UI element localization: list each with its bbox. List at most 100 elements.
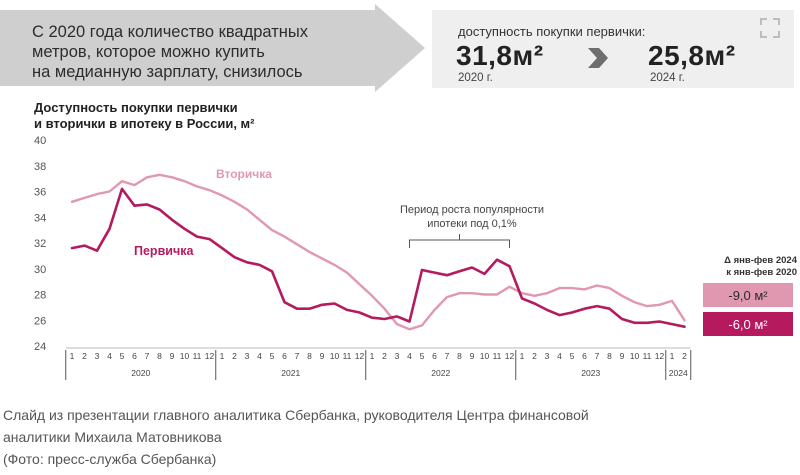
x-tick-label-month: 11 <box>193 351 202 361</box>
slide-image: С 2020 года количество квадратных метров… <box>0 4 798 380</box>
banner-line-3: на медианную зарплату, снизилось <box>32 63 303 81</box>
delta-box-primary <box>703 312 793 336</box>
x-tick-label-month: 2 <box>82 351 87 361</box>
x-tick-label-month: 3 <box>545 351 550 361</box>
x-axis: 1 2 3 4 5 6 7 8 9 10 11 12 1 2 3 4 5 6 7 8 9 10 11 12 1 2 3 4 5 6 7 8 9 1… <box>65 347 692 380</box>
x-tick-label-month: 8 <box>157 351 162 361</box>
stat-year-2024: 2024 г. <box>650 72 685 84</box>
x-tick-label-month: 10 <box>480 351 490 361</box>
x-tick-label-month: 5 <box>120 351 125 361</box>
caption-line-2: аналитики Михаила Матовникова <box>3 429 222 445</box>
x-tick-label-month: 9 <box>470 351 475 361</box>
banner-headline: С 2020 года количество квадратных метров… <box>32 22 402 82</box>
x-tick-label-year: 2024 <box>669 368 688 378</box>
x-tick-label-month: 3 <box>395 351 400 361</box>
caption-line-1: Слайд из презентации главного аналитика … <box>3 407 589 423</box>
y-tick-label: 30 <box>34 264 46 276</box>
y-tick-label: 38 <box>34 161 46 173</box>
x-tick-label-month: 10 <box>180 351 190 361</box>
x-tick-label-month: 2 <box>232 351 237 361</box>
delta-box-secondary <box>703 283 793 307</box>
y-tick-label: 28 <box>34 290 46 302</box>
y-tick-label: 36 <box>34 187 46 199</box>
delta-value-primary: -6,0 м² <box>728 317 768 332</box>
photo-caption: Слайд из презентации главного аналитика … <box>3 404 793 470</box>
x-tick-label-month: 9 <box>170 351 175 361</box>
delta-value-secondary: -9,0 м² <box>728 288 768 303</box>
series-label-secondary: Вторичка <box>216 167 272 181</box>
x-tick-label-month: 12 <box>355 351 365 361</box>
y-axis: 24 26 28 30 32 34 36 38 40 <box>34 135 46 353</box>
series-labels: Вторичка Первичка <box>134 167 272 258</box>
x-tick-label-month: 10 <box>330 351 340 361</box>
x-tick-label-month: 5 <box>270 351 275 361</box>
x-tick-label-month: 3 <box>245 351 250 361</box>
delta-legend: Δ янв-фев 2024 к янв-фев 2020 -9,0 м² -6… <box>703 255 798 336</box>
chart-title-line-2: и вторички в ипотеку в России, м² <box>34 116 255 131</box>
x-tick-label-month: 6 <box>132 351 137 361</box>
x-tick-label-month: 4 <box>557 351 562 361</box>
x-tick-label-month: 8 <box>307 351 312 361</box>
x-tick-label-month: 4 <box>407 351 412 361</box>
x-tick-label-month: 12 <box>505 351 515 361</box>
chevron-right-icon <box>588 48 608 68</box>
x-tick-label-year: 2022 <box>431 368 450 378</box>
x-tick-label-month: 5 <box>420 351 425 361</box>
x-tick-label-month: 4 <box>257 351 262 361</box>
x-tick-label-month: 6 <box>282 351 287 361</box>
x-tick-label-month: 1 <box>70 351 75 361</box>
x-tick-label-month: 6 <box>582 351 587 361</box>
stat-year-2020: 2020 г. <box>458 72 493 84</box>
series-line-primary <box>70 187 686 328</box>
series-line-secondary <box>70 173 686 331</box>
x-tick-label-month: 8 <box>607 351 612 361</box>
x-tick-label-month: 1 <box>520 351 525 361</box>
annotation-bracket <box>409 234 510 248</box>
x-tick-label-month: 10 <box>630 351 640 361</box>
x-tick-label-month: 9 <box>620 351 625 361</box>
x-tick-label-month: 11 <box>493 351 502 361</box>
y-tick-label: 26 <box>34 315 46 327</box>
x-tick-label-month: 1 <box>670 351 675 361</box>
y-tick-label: 34 <box>34 212 46 224</box>
x-tick-label-month: 11 <box>343 351 352 361</box>
x-tick-label-month: 1 <box>370 351 375 361</box>
annotation-mortgage-period: Период роста популярности ипотеки под 0,… <box>400 204 544 248</box>
x-tick-label-month: 8 <box>457 351 462 361</box>
banner-arrow-shape <box>0 4 425 92</box>
x-tick-label-month: 2 <box>682 351 687 361</box>
stat-caption: доступность покупки первички: <box>458 24 646 39</box>
delta-header-2: к янв-фев 2020 <box>726 267 797 278</box>
x-tick-label-month: 2 <box>382 351 387 361</box>
y-tick-label: 40 <box>34 135 46 147</box>
x-tick-label-month: 12 <box>205 351 215 361</box>
y-tick-label: 32 <box>34 238 46 250</box>
banner-line-1: С 2020 года количество квадратных <box>32 23 309 41</box>
x-tick-label-month: 7 <box>595 351 600 361</box>
x-tick-label-month: 11 <box>643 351 652 361</box>
stat-value-2020: 31,8м² <box>456 40 544 71</box>
chart-title: Доступность покупки первички и вторички … <box>34 100 255 132</box>
x-tick-label-year: 2021 <box>281 368 300 378</box>
x-tick-label-year: 2023 <box>581 368 600 378</box>
series-lines <box>70 173 686 331</box>
x-tick-label-month: 9 <box>320 351 325 361</box>
x-tick-label-month: 1 <box>220 351 225 361</box>
delta-header-1: Δ янв-фев 2024 <box>724 255 798 266</box>
annotation-line-2: ипотеки под 0,1% <box>427 218 517 230</box>
x-tick-label-month: 4 <box>107 351 112 361</box>
x-tick-label-month: 3 <box>95 351 100 361</box>
expand-icon[interactable] <box>758 16 782 40</box>
x-tick-label-month: 6 <box>432 351 437 361</box>
x-tick-label-month: 5 <box>570 351 575 361</box>
x-tick-label-year: 2020 <box>131 368 150 378</box>
banner-line-2: метров, которое можно купить <box>32 43 265 61</box>
series-label-primary: Первичка <box>134 244 194 258</box>
y-tick-label: 24 <box>34 341 46 353</box>
affordability-stat-panel: доступность покупки первички: 31,8м² 25,… <box>432 10 794 88</box>
caption-line-3: (Фото: пресс-служба Сбербанка) <box>3 451 217 467</box>
annotation-line-1: Период роста популярности <box>400 204 544 216</box>
x-tick-label-month: 7 <box>445 351 450 361</box>
